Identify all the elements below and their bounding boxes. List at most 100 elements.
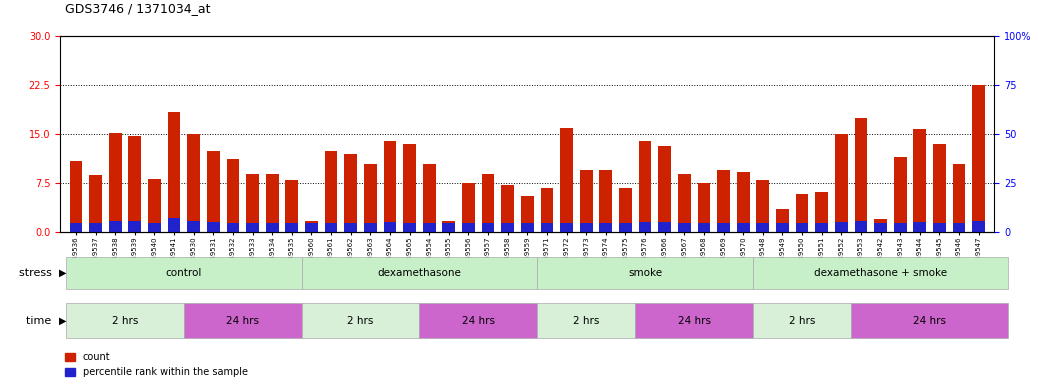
Bar	[226, 223, 240, 232]
Bar	[207, 151, 220, 232]
Bar	[442, 220, 456, 232]
Bar	[815, 192, 828, 232]
Text: ▶: ▶	[59, 268, 66, 278]
Bar	[776, 210, 789, 232]
Bar	[89, 175, 102, 232]
Bar	[482, 223, 494, 232]
Bar	[698, 184, 710, 232]
Bar	[757, 223, 769, 232]
Text: 24 hrs: 24 hrs	[678, 316, 711, 326]
Bar	[422, 164, 436, 232]
Bar	[913, 222, 926, 232]
Bar	[854, 118, 868, 232]
Bar	[753, 257, 1008, 288]
Bar	[698, 223, 710, 232]
Bar	[419, 303, 537, 338]
Bar	[635, 303, 753, 338]
Bar	[521, 197, 534, 232]
Bar	[815, 223, 828, 232]
Bar	[796, 223, 809, 232]
Bar	[874, 219, 886, 232]
Bar	[442, 223, 456, 232]
Text: control: control	[166, 268, 202, 278]
Bar	[835, 134, 848, 232]
Bar	[70, 223, 82, 232]
Bar	[109, 133, 121, 232]
Legend: count, percentile rank within the sample: count, percentile rank within the sample	[65, 353, 248, 377]
Bar	[580, 170, 593, 232]
Text: smoke: smoke	[628, 268, 662, 278]
Bar	[422, 223, 436, 232]
Bar	[129, 136, 141, 232]
Bar	[325, 223, 337, 232]
Bar	[933, 144, 946, 232]
Bar	[638, 141, 652, 232]
Bar	[753, 303, 851, 338]
Bar	[266, 174, 278, 232]
Bar	[874, 223, 886, 232]
Bar	[226, 159, 240, 232]
Bar	[302, 257, 537, 288]
Bar	[501, 185, 514, 232]
Bar	[851, 303, 1008, 338]
Bar	[462, 223, 474, 232]
Bar	[894, 223, 906, 232]
Bar	[953, 223, 965, 232]
Bar	[717, 223, 730, 232]
Bar	[521, 223, 534, 232]
Bar	[66, 257, 302, 288]
Bar	[168, 112, 181, 232]
Bar	[364, 164, 377, 232]
Bar	[302, 303, 419, 338]
Bar	[129, 221, 141, 232]
Text: time: time	[26, 316, 55, 326]
Bar	[462, 184, 474, 232]
Bar	[599, 170, 612, 232]
Text: 24 hrs: 24 hrs	[226, 316, 260, 326]
Bar	[757, 180, 769, 232]
Bar	[89, 223, 102, 232]
Text: GDS3746 / 1371034_at: GDS3746 / 1371034_at	[65, 2, 211, 15]
Bar	[285, 223, 298, 232]
Bar	[187, 134, 200, 232]
Bar	[482, 174, 494, 232]
Bar	[541, 188, 553, 232]
Text: 24 hrs: 24 hrs	[913, 316, 947, 326]
Bar	[537, 257, 753, 288]
Bar	[266, 223, 278, 232]
Bar	[345, 154, 357, 232]
Bar	[384, 141, 397, 232]
Bar	[187, 220, 200, 232]
Bar	[678, 223, 690, 232]
Bar	[638, 222, 652, 232]
Text: 2 hrs: 2 hrs	[573, 316, 599, 326]
Bar	[384, 222, 397, 232]
Bar	[148, 223, 161, 232]
Bar	[561, 128, 573, 232]
Bar	[854, 221, 868, 232]
Bar	[953, 164, 965, 232]
Bar	[658, 222, 671, 232]
Bar	[835, 222, 848, 232]
Bar	[168, 218, 181, 232]
Bar	[207, 222, 220, 232]
Bar	[776, 223, 789, 232]
Bar	[403, 144, 416, 232]
Bar	[109, 220, 121, 232]
Text: 2 hrs: 2 hrs	[789, 316, 815, 326]
Bar	[796, 194, 809, 232]
Bar	[184, 303, 302, 338]
Bar	[305, 223, 318, 232]
Bar	[66, 303, 184, 338]
Bar	[737, 172, 749, 232]
Bar	[619, 188, 632, 232]
Text: 2 hrs: 2 hrs	[112, 316, 138, 326]
Bar	[737, 223, 749, 232]
Bar	[246, 174, 258, 232]
Bar	[717, 170, 730, 232]
Bar	[501, 223, 514, 232]
Text: 2 hrs: 2 hrs	[348, 316, 374, 326]
Bar	[305, 220, 318, 232]
Text: stress: stress	[19, 268, 55, 278]
Bar	[619, 223, 632, 232]
